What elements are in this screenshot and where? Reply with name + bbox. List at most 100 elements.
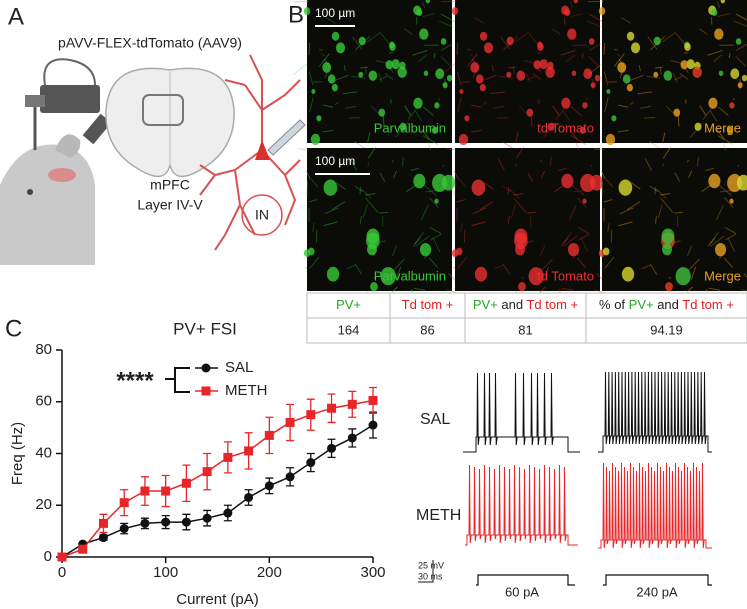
table-header: PV+	[336, 297, 361, 312]
fiber	[603, 176, 614, 188]
scale-label: 30 ms	[418, 571, 443, 581]
fiber	[722, 141, 726, 151]
trace-group: METH	[416, 507, 461, 524]
cell	[626, 83, 633, 92]
cell	[533, 60, 542, 70]
fiber	[527, 172, 534, 182]
fiber	[391, 159, 395, 163]
cell	[564, 8, 571, 17]
cell	[567, 28, 577, 40]
fiber	[518, 105, 529, 115]
fiber	[344, 105, 356, 109]
fiber	[672, 72, 678, 83]
point	[57, 552, 67, 562]
fiber	[560, 49, 576, 56]
fiber	[460, 222, 463, 232]
fiber	[496, 117, 509, 119]
fiber	[588, 13, 605, 23]
table-cell: 164	[338, 322, 360, 337]
fiber	[532, 73, 542, 80]
point	[223, 508, 233, 518]
fiber	[687, 258, 700, 271]
cell	[474, 266, 488, 282]
cell	[545, 66, 555, 78]
fiber	[384, 73, 394, 80]
fiber	[541, 170, 546, 178]
legend-label: METH	[225, 382, 268, 399]
cell	[368, 70, 378, 81]
cell	[673, 108, 681, 117]
cell	[708, 97, 718, 109]
fiber	[728, 52, 731, 58]
cell	[413, 97, 423, 109]
cable	[43, 58, 96, 86]
fiber	[581, 52, 584, 58]
table-header: PV+ and Td tom +	[473, 297, 578, 312]
cell	[653, 36, 661, 46]
cell	[515, 243, 525, 256]
fiber	[322, 53, 325, 57]
cell	[514, 228, 528, 244]
fiber	[342, 91, 357, 95]
point	[78, 544, 88, 554]
fiber	[414, 110, 423, 122]
fiber	[438, 20, 454, 28]
table-header: % of PV+ and Td tom +	[599, 297, 734, 312]
fiber	[629, 101, 634, 106]
pipette	[267, 119, 306, 156]
fiber	[717, 13, 730, 18]
cell	[506, 36, 514, 46]
fiber	[308, 71, 314, 86]
fiber	[575, 141, 579, 151]
cell	[425, 0, 431, 4]
fiber	[470, 129, 482, 133]
cell	[416, 8, 423, 17]
fiber	[665, 105, 676, 115]
cell	[516, 70, 526, 81]
fiber	[348, 117, 361, 119]
cell	[736, 174, 747, 191]
cell	[630, 42, 641, 54]
fiber	[586, 20, 602, 28]
fiber	[364, 67, 367, 75]
fiber	[491, 65, 494, 72]
fiber	[699, 105, 707, 116]
header-part: Td tom +	[402, 297, 454, 312]
fiber	[456, 176, 467, 188]
cell	[310, 133, 321, 146]
fiber	[659, 193, 671, 196]
fiber	[364, 193, 376, 196]
cell	[583, 68, 593, 80]
cell	[358, 71, 364, 78]
cell	[440, 38, 447, 45]
legend-marker	[201, 363, 211, 373]
cell	[470, 62, 480, 73]
x-tick-label: 0	[58, 564, 66, 581]
fiber	[354, 185, 364, 193]
cell	[611, 115, 617, 122]
header-part: % of	[599, 297, 629, 312]
fiber	[657, 204, 663, 218]
scale-label: 100 µm	[315, 6, 355, 20]
cell	[526, 108, 534, 117]
fiber	[661, 31, 676, 43]
fiber	[656, 188, 667, 199]
point	[285, 417, 295, 427]
fiber	[512, 193, 524, 196]
fiber	[440, 43, 454, 51]
fiber	[418, 54, 428, 63]
fiber	[351, 75, 366, 79]
fiber	[709, 237, 716, 245]
fiber	[318, 53, 330, 67]
significance: ****	[116, 367, 154, 394]
fiber	[413, 287, 426, 291]
point	[140, 518, 150, 528]
header-part: Td tom +	[526, 297, 578, 312]
fiber	[404, 105, 412, 116]
cell	[456, 247, 463, 256]
fiber	[588, 63, 603, 76]
fiber	[735, 13, 747, 21]
fiber	[662, 132, 666, 143]
point	[244, 446, 254, 456]
x-tick-label: 100	[153, 564, 178, 581]
